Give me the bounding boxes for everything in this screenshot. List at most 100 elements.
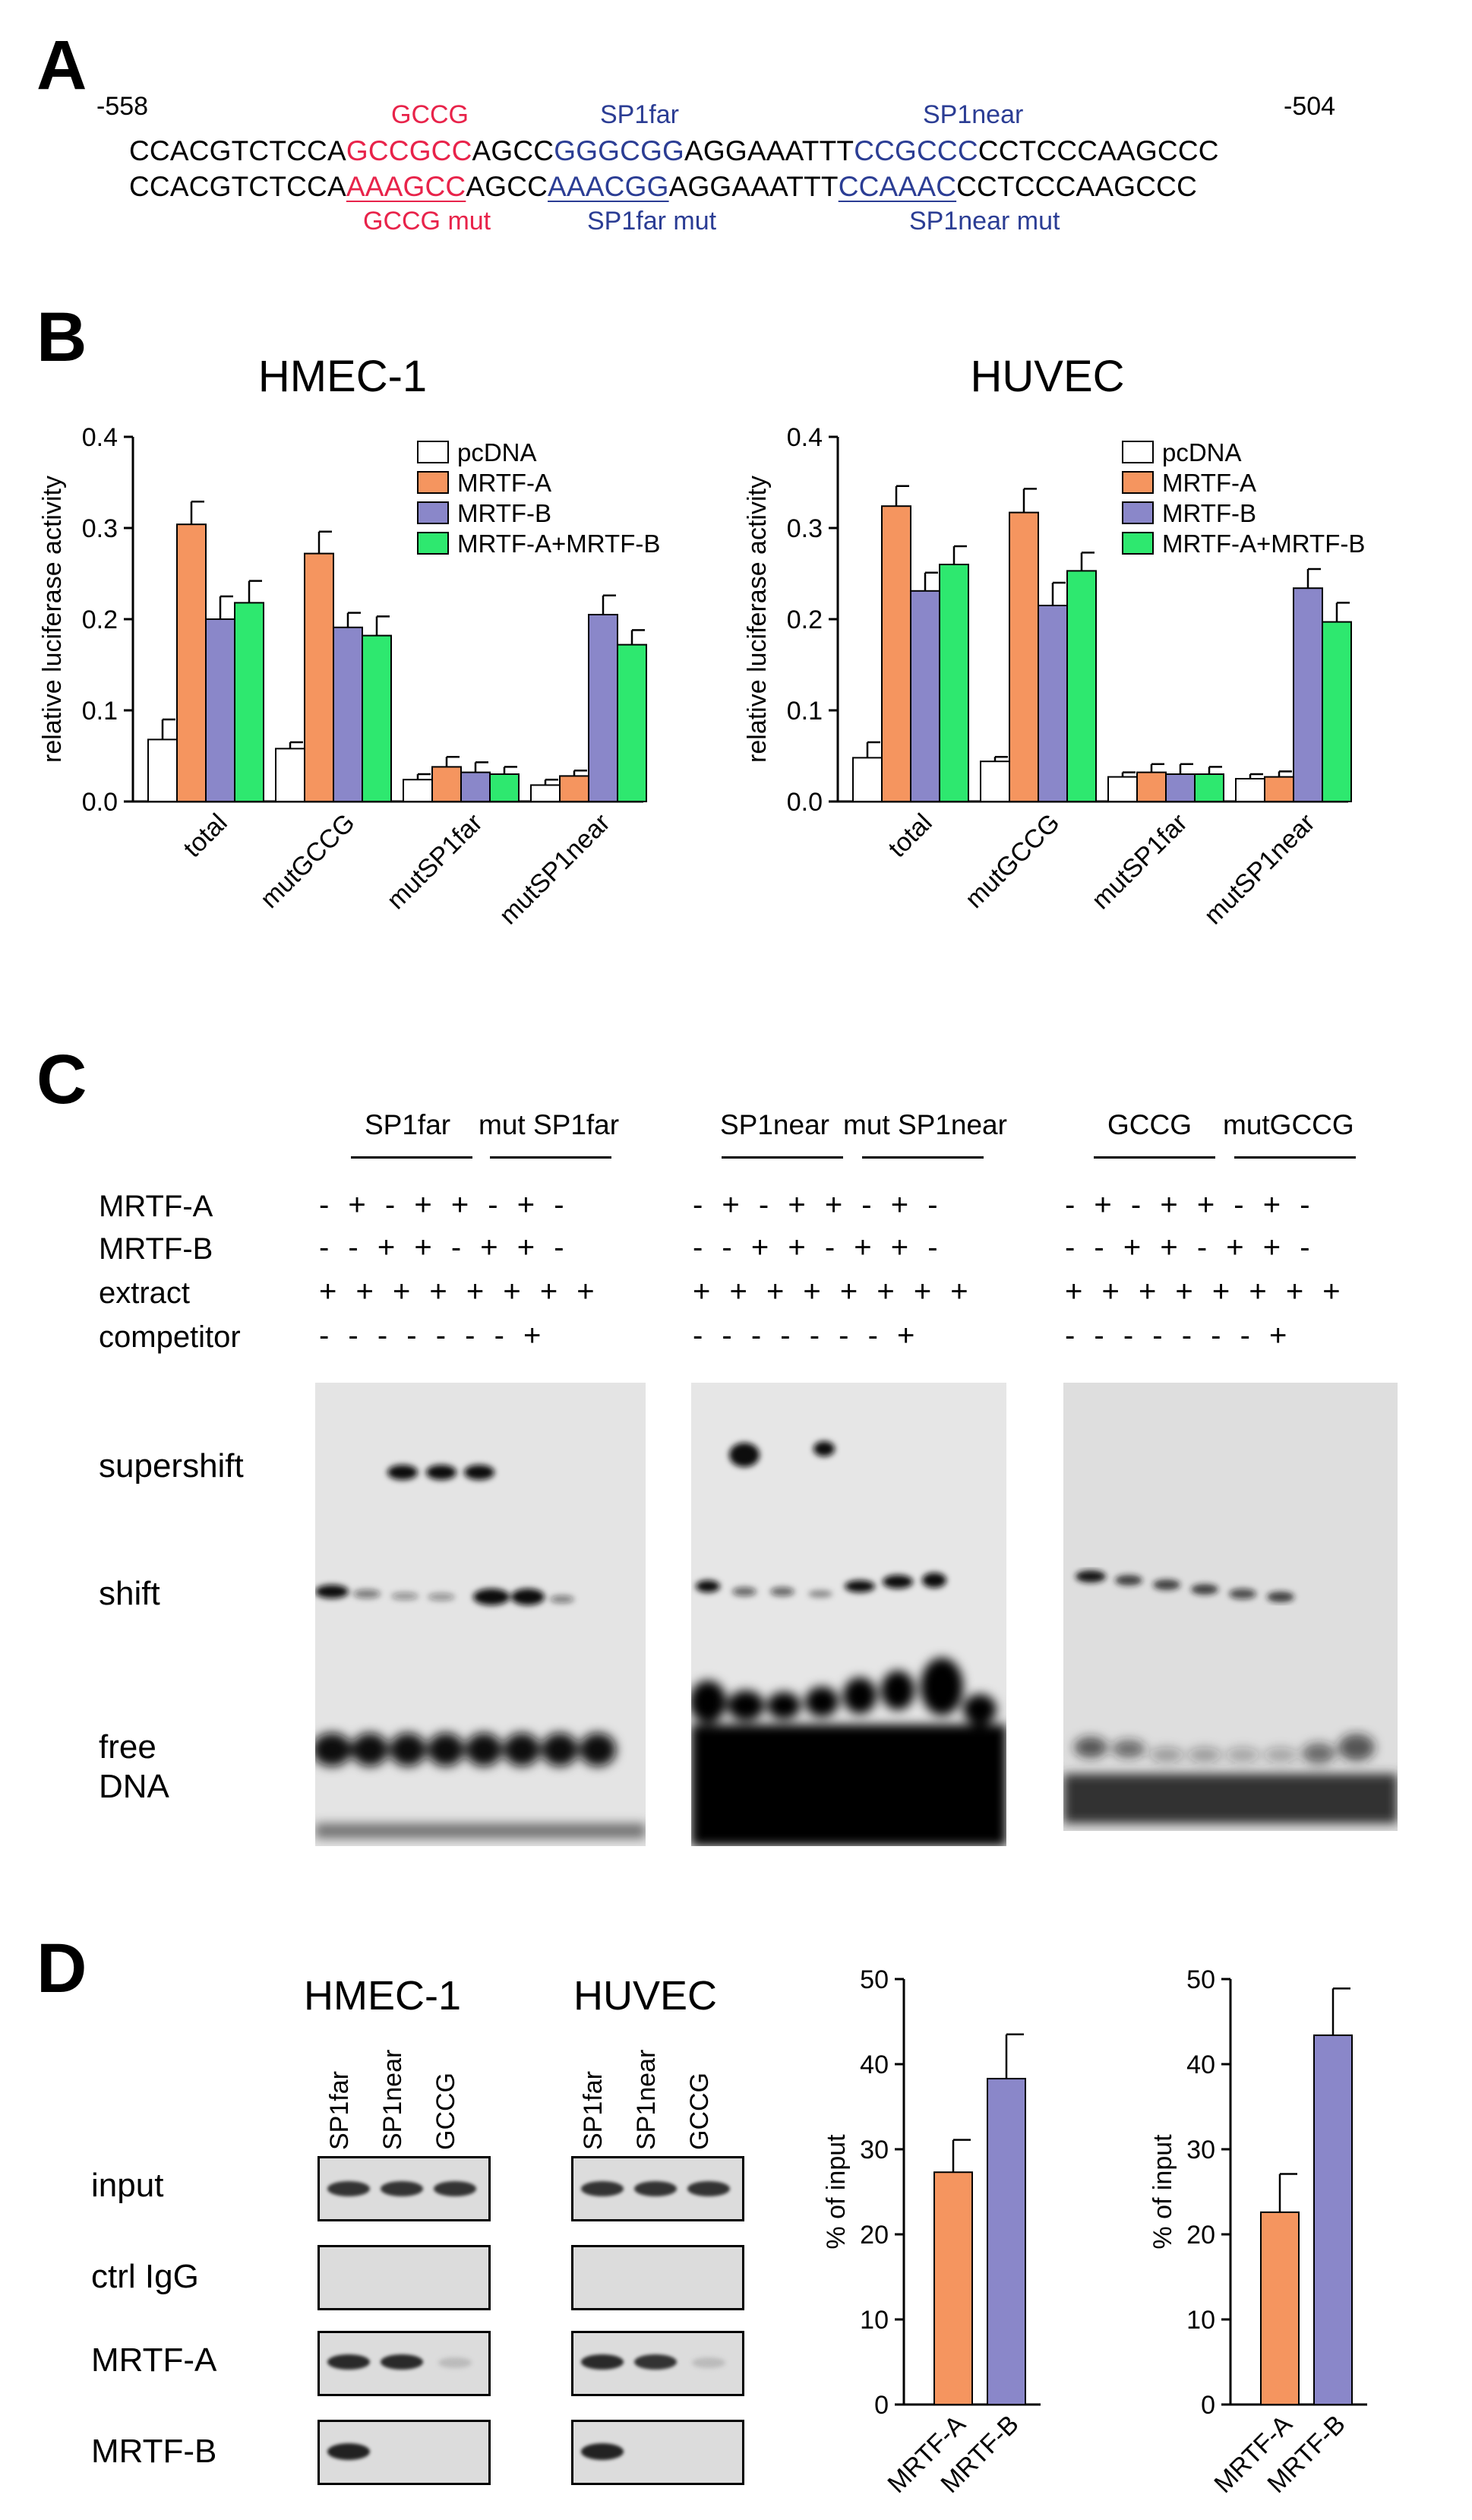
bracket-mutgccg xyxy=(1234,1156,1356,1159)
chip-row-mrtfb: MRTF-B xyxy=(91,2433,217,2470)
panel-label-c: C xyxy=(36,1041,87,1118)
y-tick-label-huvec: 0.2 xyxy=(787,605,823,634)
signs-competitor-group2: - - - - - - - + xyxy=(693,1319,915,1352)
legend-label-huvec: MRTF-A+MRTF-B xyxy=(1162,530,1365,558)
huvec-luciferase-chart: HUVEC relative luciferase activity 0.0 0.1 0… xyxy=(743,352,1365,930)
signs-mrtfb-group1: - - + + - + + - xyxy=(319,1231,564,1264)
x-tick-label-huvec: mutSP1near xyxy=(1199,808,1321,931)
row-label-competitor: competitor xyxy=(99,1320,241,1354)
signs-extract-group2: + + + + + + + + xyxy=(693,1275,968,1308)
blot-hmec-ctrl-igg xyxy=(317,2245,491,2310)
bar-huvec xyxy=(881,505,911,802)
y-tick-label-chip1: 20 xyxy=(860,2221,889,2250)
y-tick-label-hmec: 0.3 xyxy=(82,514,118,543)
bar-hmec xyxy=(234,602,264,802)
bar-huvec xyxy=(1136,771,1167,802)
x-tick-label-huvec: mutSP1far xyxy=(1086,808,1192,915)
bracket-mut-sp1near xyxy=(862,1156,984,1159)
bar-hmec xyxy=(617,643,647,802)
x-tick-label-huvec: total xyxy=(883,808,937,863)
bar-chip1 xyxy=(987,2078,1026,2405)
y-tick-label-chip1: 50 xyxy=(860,1965,889,1994)
gel-label-free: free xyxy=(99,1728,156,1766)
signs-mrtfa-group2: - + - + + - + - xyxy=(693,1188,938,1222)
x-tick-label-hmec: mutSP1near xyxy=(494,808,616,931)
x-tick-label-huvec: mutGCCG xyxy=(960,808,1066,914)
bar-chip2 xyxy=(1260,2211,1300,2405)
y-tick-label-chip1: 40 xyxy=(860,2050,889,2079)
x-tick-label-hmec: mutGCCG xyxy=(255,808,361,914)
legend-swatch-huvec xyxy=(1122,532,1154,555)
position-start-label: -558 xyxy=(96,92,149,121)
chip-row-mrtfa: MRTF-A xyxy=(91,2341,217,2379)
bar-huvec xyxy=(1235,778,1265,802)
lane-label-hmec-sp1near: SP1near xyxy=(378,2050,407,2150)
signs-mrtfa-group3: - + - + + - + - xyxy=(1065,1188,1310,1222)
panel-label-b: B xyxy=(36,299,87,376)
chart-title-huvec: HUVEC xyxy=(970,352,1124,401)
bar-huvec xyxy=(1066,570,1097,802)
bar-huvec xyxy=(1107,776,1138,802)
lane-label-hmec-gccg: GCCG xyxy=(431,2073,460,2150)
signs-extract-group1: + + + + + + + + xyxy=(319,1275,595,1308)
sp1near-mut-label: SP1near mut xyxy=(909,207,1060,236)
position-end-label: -504 xyxy=(1284,92,1336,121)
lane-label-huvec-gccg: GCCG xyxy=(685,2073,714,2150)
x-tick-label-hmec: mutSP1far xyxy=(381,808,488,915)
panel-label-d: D xyxy=(36,1930,87,2007)
luciferase-charts: HMEC-1 relative luciferase activity 0.0 0.1… xyxy=(38,352,1365,931)
legend-swatch-hmec xyxy=(417,532,449,555)
bar-huvec xyxy=(1264,776,1294,802)
signs-mrtfa-group1: - + - + + - + - xyxy=(319,1188,564,1222)
legend-label-huvec: MRTF-A xyxy=(1162,469,1256,497)
legend-label-hmec: MRTF-B xyxy=(457,499,551,527)
bracket-mut-sp1far xyxy=(490,1156,611,1159)
legend-label-hmec: MRTF-A xyxy=(457,469,551,497)
y-tick-label-hmec: 0.0 xyxy=(82,788,118,817)
chip-title-hmec: HMEC-1 xyxy=(304,1973,462,2019)
bar-hmec xyxy=(333,626,363,802)
lane-label-huvec-sp1near: SP1near xyxy=(632,2050,661,2150)
mutant-sequence: CCACGTCTCCAAAAGCCAGCCAAACGGAGGAAATTTCCAA… xyxy=(129,171,1198,202)
legend-swatch-huvec xyxy=(1122,501,1154,524)
sp1near-label: SP1near xyxy=(923,100,1024,129)
bar-huvec xyxy=(1322,621,1352,802)
signs-mrtfb-group2: - - + + - + + - xyxy=(693,1231,938,1264)
y-tick-label-huvec: 0.3 xyxy=(787,514,823,543)
bar-huvec xyxy=(1165,773,1196,802)
y-axis-label-chip2: % of input xyxy=(1148,2134,1177,2250)
panel-label-a: A xyxy=(36,27,87,104)
legend-label-huvec: MRTF-B xyxy=(1162,499,1256,527)
emsa-gel-sp1far xyxy=(315,1383,646,1846)
bar-huvec xyxy=(1194,773,1224,802)
bar-hmec xyxy=(431,766,462,803)
blot-huvec-input xyxy=(571,2156,744,2221)
header-mut-sp1near: mut SP1near xyxy=(843,1109,1007,1140)
y-axis-label-huvec: relative luciferase activity xyxy=(743,476,772,763)
y-tick-label-huvec: 0.4 xyxy=(787,423,823,452)
blot-huvec-mrtfa xyxy=(571,2331,744,2396)
blot-hmec-input xyxy=(317,2156,491,2221)
chip-title-huvec: HUVEC xyxy=(573,1973,718,2019)
y-tick-label-chip2: 10 xyxy=(1186,2306,1215,2335)
legend-swatch-huvec xyxy=(1122,441,1154,463)
y-tick-label-hmec: 0.2 xyxy=(82,605,118,634)
bar-hmec xyxy=(147,738,178,803)
row-label-mrtfb: MRTF-B xyxy=(99,1232,213,1266)
bar-hmec xyxy=(559,775,589,803)
gel-label-shift: shift xyxy=(99,1575,160,1612)
bar-hmec xyxy=(588,614,618,802)
gccg-label: GCCG xyxy=(391,100,469,129)
y-axis-label-chip1: % of input xyxy=(822,2134,851,2250)
y-tick-label-chip1: 10 xyxy=(860,2306,889,2335)
lane-label-huvec-sp1far: SP1far xyxy=(579,2071,608,2150)
y-tick-label-hmec: 0.4 xyxy=(82,423,118,452)
bar-huvec xyxy=(852,757,883,803)
y-tick-label-huvec: 0.0 xyxy=(787,788,823,817)
bar-chip2 xyxy=(1313,2034,1353,2405)
signs-mrtfb-group3: - - + + - + + - xyxy=(1065,1231,1310,1264)
signs-competitor-group1: - - - - - - - + xyxy=(319,1319,542,1352)
bar-hmec xyxy=(362,634,392,802)
bar-hmec xyxy=(489,773,520,802)
